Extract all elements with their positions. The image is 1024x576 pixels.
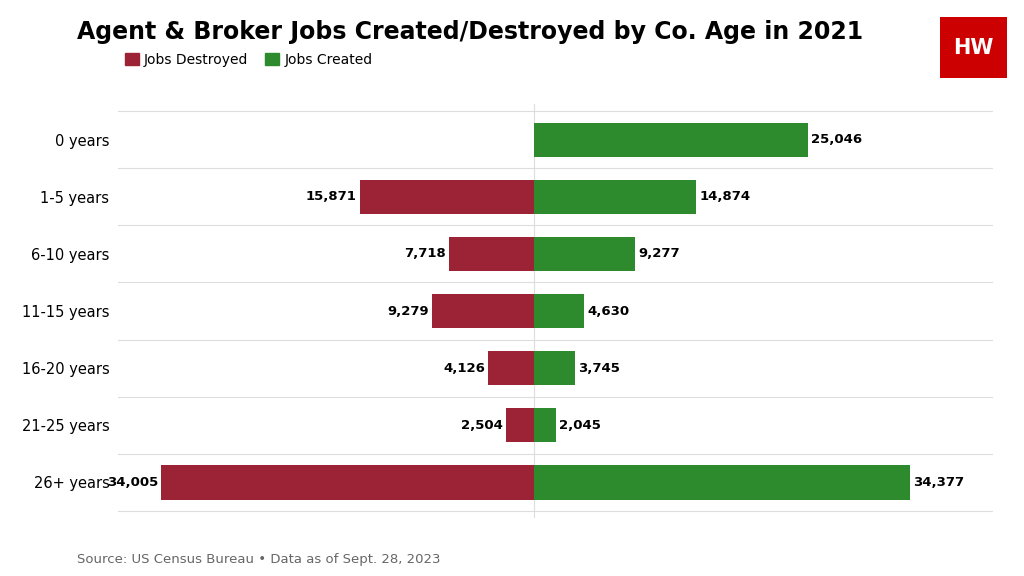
Text: 2,504: 2,504 [461,419,503,432]
Text: HW: HW [953,37,993,58]
Text: 25,046: 25,046 [811,133,862,146]
Text: 4,126: 4,126 [443,362,485,374]
Legend: Jobs Destroyed, Jobs Created: Jobs Destroyed, Jobs Created [125,52,373,67]
Bar [432,294,534,328]
Bar [534,465,910,499]
Text: 3,745: 3,745 [578,362,620,374]
Text: 9,277: 9,277 [638,248,680,260]
Text: 34,005: 34,005 [106,476,158,489]
Text: Source: US Census Bureau • Data as of Sept. 28, 2023: Source: US Census Bureau • Data as of Se… [77,552,440,566]
Bar [488,351,534,385]
Bar [450,237,534,271]
Bar [534,237,635,271]
Text: 34,377: 34,377 [913,476,965,489]
Bar [534,351,574,385]
Text: 4,630: 4,630 [588,305,630,317]
Text: 15,871: 15,871 [306,190,356,203]
Text: 2,045: 2,045 [559,419,601,432]
Bar [162,465,534,499]
Text: Agent & Broker Jobs Created/Destroyed by Co. Age in 2021: Agent & Broker Jobs Created/Destroyed by… [77,20,863,44]
Bar [534,294,585,328]
Bar [506,408,534,442]
Bar [534,180,696,214]
Bar [534,123,808,157]
Text: 7,718: 7,718 [404,248,445,260]
Text: 9,279: 9,279 [387,305,429,317]
Text: 14,874: 14,874 [699,190,751,203]
Bar [534,408,556,442]
Bar [360,180,534,214]
